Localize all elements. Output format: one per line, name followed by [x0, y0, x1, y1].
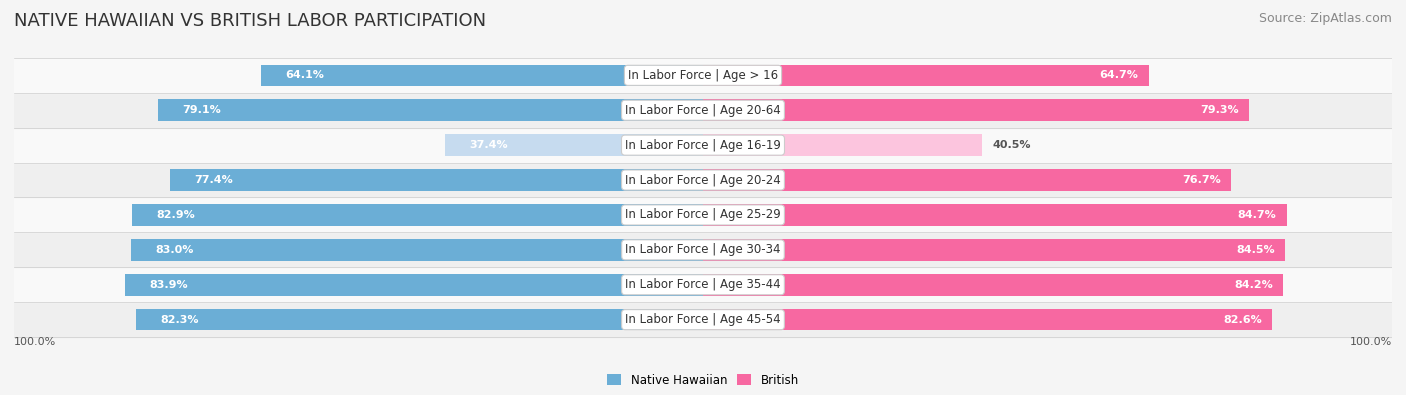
Text: 83.0%: 83.0%	[155, 245, 194, 255]
Text: 37.4%: 37.4%	[470, 140, 508, 150]
Text: In Labor Force | Age 20-24: In Labor Force | Age 20-24	[626, 173, 780, 186]
Bar	[703, 64, 1149, 86]
Text: 64.1%: 64.1%	[285, 70, 325, 80]
Bar	[703, 274, 1284, 295]
Text: Source: ZipAtlas.com: Source: ZipAtlas.com	[1258, 12, 1392, 25]
Bar	[14, 58, 1392, 93]
Bar	[262, 64, 703, 86]
Text: In Labor Force | Age 45-54: In Labor Force | Age 45-54	[626, 313, 780, 326]
Text: In Labor Force | Age > 16: In Labor Force | Age > 16	[628, 69, 778, 82]
Bar	[703, 100, 1250, 121]
Bar	[14, 128, 1392, 163]
Text: 84.7%: 84.7%	[1237, 210, 1277, 220]
Text: In Labor Force | Age 16-19: In Labor Force | Age 16-19	[626, 139, 780, 152]
Bar	[14, 163, 1392, 198]
Text: 79.1%: 79.1%	[183, 105, 221, 115]
Bar	[14, 198, 1392, 232]
Text: 77.4%: 77.4%	[194, 175, 232, 185]
Text: 100.0%: 100.0%	[14, 337, 56, 347]
Bar	[14, 232, 1392, 267]
Bar	[703, 204, 1286, 226]
Text: 84.5%: 84.5%	[1236, 245, 1275, 255]
Bar	[14, 267, 1392, 302]
Bar	[14, 302, 1392, 337]
Text: 82.3%: 82.3%	[160, 315, 198, 325]
Bar	[157, 100, 703, 121]
Bar	[703, 309, 1272, 331]
Text: In Labor Force | Age 35-44: In Labor Force | Age 35-44	[626, 278, 780, 291]
Text: In Labor Force | Age 30-34: In Labor Force | Age 30-34	[626, 243, 780, 256]
Bar	[703, 169, 1232, 191]
Bar	[136, 309, 703, 331]
Bar	[170, 169, 703, 191]
Bar	[14, 93, 1392, 128]
Text: 76.7%: 76.7%	[1182, 175, 1220, 185]
Bar	[446, 134, 703, 156]
Text: In Labor Force | Age 20-64: In Labor Force | Age 20-64	[626, 104, 780, 117]
Text: 82.9%: 82.9%	[156, 210, 195, 220]
Bar	[131, 239, 703, 261]
Bar	[703, 134, 981, 156]
Legend: Native Hawaiian, British: Native Hawaiian, British	[607, 374, 799, 387]
Text: NATIVE HAWAIIAN VS BRITISH LABOR PARTICIPATION: NATIVE HAWAIIAN VS BRITISH LABOR PARTICI…	[14, 12, 486, 30]
Text: In Labor Force | Age 25-29: In Labor Force | Age 25-29	[626, 209, 780, 222]
Bar	[132, 204, 703, 226]
Bar	[125, 274, 703, 295]
Text: 100.0%: 100.0%	[1350, 337, 1392, 347]
Text: 64.7%: 64.7%	[1099, 70, 1139, 80]
Text: 79.3%: 79.3%	[1201, 105, 1239, 115]
Bar	[703, 239, 1285, 261]
Text: 84.2%: 84.2%	[1234, 280, 1272, 290]
Text: 40.5%: 40.5%	[993, 140, 1031, 150]
Text: 82.6%: 82.6%	[1223, 315, 1261, 325]
Text: 83.9%: 83.9%	[149, 280, 188, 290]
